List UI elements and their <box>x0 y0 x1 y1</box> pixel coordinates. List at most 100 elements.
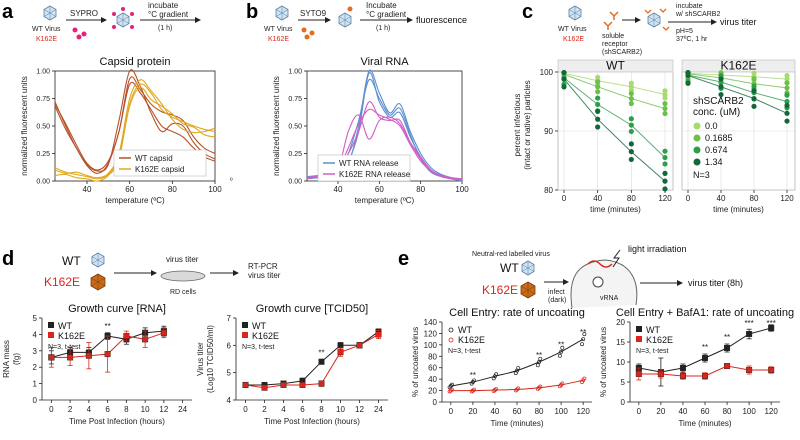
data-point <box>561 69 567 76</box>
fit-line <box>687 73 788 89</box>
significance-stars: ** <box>580 328 586 337</box>
dye-label: SYTO9 <box>300 9 327 18</box>
data-point <box>628 141 634 147</box>
panel-e-schematic: Neutral-red labelled virus WT K162E infe… <box>472 244 743 309</box>
data-marker <box>375 331 382 338</box>
y-tick-label: 4 <box>33 330 38 339</box>
data-point <box>784 72 790 79</box>
x-tick-label: 4 <box>87 405 92 414</box>
legend-note: N=3, t-test <box>636 348 669 355</box>
panel-d-label: d <box>2 248 14 270</box>
data-point <box>559 349 564 354</box>
data-point <box>662 154 668 161</box>
data-point <box>628 149 634 155</box>
legend-label: WT RNA release <box>339 159 399 168</box>
data-point <box>595 116 601 122</box>
data-point <box>784 98 790 105</box>
x-tick-label: 2 <box>68 405 73 414</box>
data-point <box>628 90 634 97</box>
mutant-label: K162E <box>268 36 289 43</box>
text-line: soluble <box>602 33 624 40</box>
x-tick-label: 20 <box>468 407 477 416</box>
facet-wt: WT 80 90 100 0 40 80 120 time (minutes) <box>540 59 674 214</box>
data-marker <box>724 363 731 370</box>
data-point <box>595 89 601 95</box>
data-point <box>628 156 634 163</box>
data-point <box>662 148 668 154</box>
data-point <box>557 353 562 358</box>
fit-line <box>563 72 666 95</box>
y-tick-label: 2 <box>33 363 38 372</box>
y-tick-label: 0 <box>621 398 626 407</box>
fit-line <box>563 77 666 158</box>
legend-label: WT capsid <box>135 154 173 163</box>
virus-label: WT Virus <box>32 26 61 33</box>
data-point <box>751 88 757 94</box>
x-tick-label: 120 <box>658 194 672 203</box>
legend-swatch <box>242 332 248 338</box>
data-point <box>561 76 567 82</box>
virus-label: WT Virus <box>558 26 587 33</box>
data-point <box>494 387 499 391</box>
data-point <box>560 345 565 350</box>
x-tick-label: 80 <box>723 407 732 416</box>
data-marker <box>356 342 363 349</box>
series-line <box>245 333 379 389</box>
data-point <box>595 95 601 101</box>
data-point <box>450 387 454 392</box>
text-line: RT-PCR <box>248 262 278 271</box>
data-point <box>582 376 587 381</box>
legend-label: K162E <box>646 335 673 345</box>
step2-label: RT-PCR virus titer <box>248 262 281 280</box>
legend-swatch <box>636 326 642 332</box>
x-tick-label: 80 <box>416 185 425 194</box>
light-label: light irradiation <box>628 244 687 254</box>
data-point <box>582 332 587 337</box>
data-marker <box>160 329 167 336</box>
legend-note: N=3 <box>693 170 710 180</box>
data-point <box>662 161 668 167</box>
significance-stars: ** <box>558 341 564 350</box>
legend-label: 0.674 <box>705 145 728 155</box>
x-tick-label: 0 <box>562 194 567 203</box>
data-point <box>662 101 668 107</box>
data-point <box>784 80 790 86</box>
x-tick-label: 40 <box>678 407 687 416</box>
data-point <box>595 108 601 115</box>
x-tick-label: 0 <box>686 194 691 203</box>
y-tick-label: 1.00 <box>288 69 302 76</box>
data-point <box>784 118 790 124</box>
legend-title: conc. (uM) <box>693 107 740 118</box>
data-point <box>516 386 521 391</box>
data-marker <box>104 351 111 358</box>
data-marker <box>337 342 344 349</box>
data-marker <box>702 355 709 362</box>
data-point <box>450 382 454 387</box>
data-marker <box>85 352 92 359</box>
data-point <box>751 83 757 89</box>
virus-icon <box>275 5 289 21</box>
legend-swatch <box>693 122 701 130</box>
panel-d-schematic: WT K162E virus titer RD cells RT-PCR viru… <box>44 252 281 296</box>
data-marker <box>123 333 130 340</box>
wt-label: WT <box>500 261 519 275</box>
panel-b-schematic: WT Virus K162E SYTO9 Incubate °C gradient… <box>264 1 467 43</box>
legend-label: 0.0 <box>705 121 718 131</box>
fit-line <box>687 75 788 114</box>
y-tick-label: 0.25 <box>36 151 50 158</box>
wt-label: WT <box>62 254 81 268</box>
panel-b-label: b <box>246 1 258 23</box>
dye-dot-icon <box>112 25 116 29</box>
cond-label: pH=5 37ºC, 1 hr <box>676 28 708 43</box>
step-label: Incubate °C gradient <box>366 1 407 19</box>
x-axis-label: Time Post Infection (hours) <box>69 417 165 426</box>
mutant-label: K162E <box>44 275 80 289</box>
legend-label: K162E <box>458 335 485 345</box>
data-point <box>628 100 634 107</box>
y-tick-label: 3 <box>33 347 38 356</box>
legend-swatch <box>448 337 454 343</box>
x-tick-label: 60 <box>375 185 384 194</box>
data-marker <box>746 331 753 338</box>
y-axis-label: % of uncoated virus <box>411 327 420 397</box>
data-point <box>581 337 586 342</box>
